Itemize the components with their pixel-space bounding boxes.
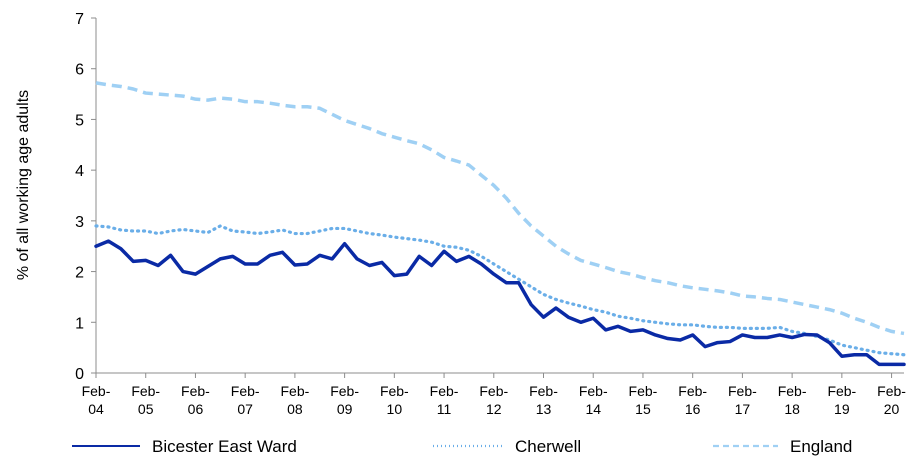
x-tick-label: Feb-05 <box>131 383 160 417</box>
series-layer <box>94 81 906 367</box>
x-tick-label: Feb-16 <box>678 383 707 417</box>
x-tick-label: Feb-11 <box>430 383 459 417</box>
y-tick-label: 7 <box>75 11 84 28</box>
y-tick-label: 6 <box>75 62 84 79</box>
y-tick-label: 0 <box>75 366 84 383</box>
x-tick-label: Feb-13 <box>529 383 558 417</box>
y-tick-label: 2 <box>75 265 84 282</box>
series-line-bicester-east-ward <box>94 239 906 367</box>
y-tick-label: 1 <box>75 315 84 332</box>
x-tick-label: Feb-06 <box>181 383 210 417</box>
x-tick-label: Feb-20 <box>877 383 906 417</box>
y-tick-label: 4 <box>75 163 84 180</box>
legend-label-bicester-east-ward: Bicester East Ward <box>152 437 297 456</box>
axes: 0 1 2 3 4 5 6 7 Feb-04 Feb-05 Feb-06 Feb-07 Feb-08 Fe… <box>75 11 906 417</box>
x-tick-label: Feb-07 <box>231 383 260 417</box>
x-tick-label: Feb-08 <box>280 383 309 417</box>
y-tick-label: 5 <box>75 112 84 129</box>
series-line-cherwell <box>94 224 906 357</box>
y-tick-label: 3 <box>75 214 84 231</box>
x-tick-label: Feb-19 <box>827 383 856 417</box>
legend-label-england: England <box>790 437 852 456</box>
x-tick-label: Feb-17 <box>728 383 757 417</box>
series-line-england <box>95 81 905 336</box>
x-tick-label: Feb-15 <box>629 383 658 417</box>
x-tick-label: Feb-04 <box>82 383 111 417</box>
legend: Bicester East Ward Cherwell England <box>72 437 852 456</box>
legend-label-cherwell: Cherwell <box>515 437 581 456</box>
x-tick-label: Feb-12 <box>479 383 508 417</box>
x-tick-label: Feb-18 <box>778 383 807 417</box>
x-tick-label: Feb-14 <box>579 383 608 417</box>
y-axis-label: % of all working age adults <box>15 90 32 280</box>
x-tick-label: Feb-10 <box>380 383 409 417</box>
x-tick-label: Feb-09 <box>330 383 359 417</box>
